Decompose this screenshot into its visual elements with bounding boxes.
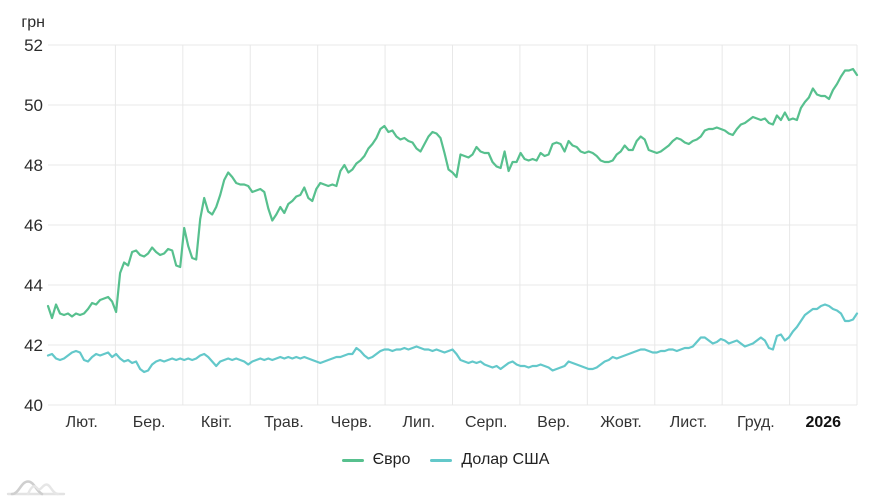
x-tick-label: Груд. xyxy=(737,414,775,431)
legend-label-usd: Долар США xyxy=(461,451,550,468)
y-tick-label: 44 xyxy=(24,276,43,295)
x-tick-label: Бер. xyxy=(133,414,166,431)
euro-line-swatch-icon xyxy=(341,458,364,462)
x-tick-label: Лист. xyxy=(670,414,707,431)
legend-item-euro[interactable]: Євро xyxy=(341,451,411,469)
usd-rate-line[interactable] xyxy=(46,303,859,374)
y-tick-label: 40 xyxy=(24,396,43,415)
legend-item-usd[interactable]: Долар США xyxy=(430,451,549,469)
x-tick-label: Серп. xyxy=(465,414,507,431)
x-tick-label: 2026 xyxy=(805,414,841,431)
y-tick-label: 48 xyxy=(24,156,43,175)
usd-line-swatch-icon xyxy=(430,458,453,462)
x-tick-label: Квіт. xyxy=(201,414,232,431)
legend-label-euro: Євро xyxy=(372,451,411,468)
x-tick-label: Лип. xyxy=(403,414,436,431)
y-axis-unit-label: грн xyxy=(21,14,45,31)
x-tick-label: Черв. xyxy=(331,414,372,431)
x-tick-label: Лют. xyxy=(66,414,98,431)
chart-legend: Євро Долар США xyxy=(0,451,891,469)
y-tick-label: 50 xyxy=(24,96,43,115)
exchange-rate-chart-canvas[interactable]: грн 52 50 48 46 44 42 40 Лют. Бер. Квіт. Трав. Черв… xyxy=(0,0,891,440)
x-tick-label: Жовт. xyxy=(600,414,642,431)
x-tick-label: Трав. xyxy=(264,414,304,431)
wave-chart-logo-icon xyxy=(6,480,66,496)
y-tick-label: 46 xyxy=(24,216,43,235)
euro-rate-line[interactable] xyxy=(46,67,859,320)
x-tick-label: Вер. xyxy=(537,414,570,431)
y-tick-label: 52 xyxy=(24,36,43,55)
y-tick-label: 42 xyxy=(24,336,43,355)
